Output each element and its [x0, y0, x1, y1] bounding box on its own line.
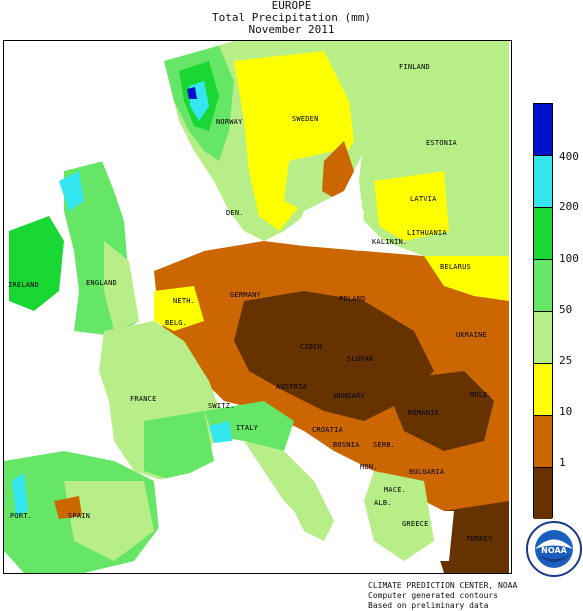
sea-mediterranean — [144, 461, 314, 573]
label-poland: POLAND — [339, 295, 366, 303]
label-norway: NORWAY — [216, 118, 243, 126]
color-legend — [533, 103, 553, 519]
legend-band-50 — [534, 260, 552, 312]
legend-band-10 — [534, 364, 552, 416]
sea-baltic — [294, 191, 364, 251]
region-belarus-yellow — [424, 256, 509, 301]
region-portugal-wet — [12, 473, 28, 516]
label-lithuania: LITHUANIA — [407, 229, 447, 237]
label-spain: SPAIN — [68, 512, 91, 520]
label-portugal: PORT. — [10, 512, 33, 520]
legend-label-100: 100 — [559, 252, 579, 265]
logo-text: NOAA — [541, 546, 567, 555]
legend-band-400 — [534, 104, 552, 156]
credit-center: CLIMATE PREDICTION CENTER, NOAA — [368, 581, 518, 590]
legend-band-1 — [534, 416, 552, 468]
label-bosnia: BOSNIA — [333, 441, 360, 449]
region-iberia-east — [64, 481, 154, 561]
region-britain-east — [104, 241, 139, 331]
label-macedonia: MACE. — [384, 486, 407, 494]
sea-north — [94, 101, 204, 271]
map-title: EUROPE Total Precipitation (mm) November… — [0, 0, 583, 36]
label-france: FRANCE — [130, 395, 157, 403]
label-denmark: DEN. — [226, 209, 244, 217]
label-moldova: MOLD. — [470, 391, 493, 399]
sea-aegean — [434, 511, 454, 561]
legend-band-0 — [534, 468, 552, 519]
region-central-dark — [234, 291, 434, 421]
label-hungary: HUNGARY — [334, 392, 365, 400]
label-serbia: SERB. — [373, 441, 396, 449]
region-balkans-dark — [384, 371, 494, 451]
region-ireland — [9, 216, 64, 311]
region-sweden-south — [284, 151, 334, 211]
label-latvia: LATVIA — [410, 195, 437, 203]
noaa-logo: NOAA — [525, 520, 583, 608]
credit-data-status: Based on preliminary data — [368, 601, 489, 610]
legend-label-400: 400 — [559, 150, 579, 163]
legend-band-200 — [534, 156, 552, 208]
label-belarus: BELARUS — [440, 263, 471, 271]
label-albania: ALB. — [374, 499, 392, 507]
legend-label-10: 10 — [559, 405, 573, 418]
title-period: November 2011 — [248, 23, 335, 36]
label-finland: FINLAND — [399, 63, 430, 71]
label-slovakia: SLOVAK — [347, 355, 374, 363]
label-italy: ITALY — [236, 424, 259, 432]
label-greece: GREECE — [402, 520, 429, 528]
region-finland — [364, 41, 509, 141]
region-sweden — [234, 51, 354, 231]
label-austria: AUSTRIA — [276, 383, 307, 391]
label-estonia: ESTONIA — [426, 139, 457, 147]
credit-block: CLIMATE PREDICTION CENTER, NOAA Computer… — [368, 581, 517, 611]
legend-label-50: 50 — [559, 303, 573, 316]
label-england: ENGLAND — [86, 279, 117, 287]
title-variable: Total Precipitation (mm) — [212, 11, 371, 24]
region-italy-wet — [209, 421, 232, 443]
label-sweden: SWEDEN — [292, 115, 319, 123]
label-germany: GERMANY — [230, 291, 261, 299]
legend-band-100 — [534, 208, 552, 260]
region-iberia-dry — [54, 496, 82, 519]
label-montenegro: MON. — [360, 463, 378, 471]
label-ukraine: UKRAINE — [456, 331, 487, 339]
legend-band-25 — [534, 312, 552, 364]
label-kaliningrad: KALININ. — [372, 238, 408, 246]
label-netherlands: NETH. — [173, 297, 196, 305]
sea-atlantic — [4, 321, 99, 451]
credit-method: Computer generated contours — [368, 591, 499, 600]
label-romania: ROMANIA — [408, 409, 439, 417]
legend-label-25: 25 — [559, 354, 573, 367]
title-region: EUROPE — [271, 0, 312, 12]
legend-label-1: 1 — [559, 456, 566, 469]
region-italy-north — [204, 401, 294, 451]
label-czech: CZECH — [300, 343, 323, 351]
legend-label-200: 200 — [559, 200, 579, 213]
region-france-south — [144, 411, 214, 481]
label-switzerland: SWITZ. — [208, 402, 235, 410]
region-italy — [244, 441, 334, 541]
precipitation-map: FINLAND NORWAY SWEDEN ESTONIA LATVIA LIT… — [3, 40, 512, 574]
label-turkey: TURKEY — [466, 535, 493, 543]
region-latvia-yellow — [374, 171, 449, 241]
region-benelux — [154, 286, 204, 331]
label-belgium: BELG. — [165, 319, 188, 327]
map-canvas — [4, 41, 509, 573]
label-croatia: CROATIA — [312, 426, 343, 434]
region-norway-extreme — [187, 87, 197, 99]
region-scotland-wet — [59, 171, 84, 211]
region-sweden-dry — [322, 141, 354, 201]
label-bulgaria: BULGARIA — [409, 468, 445, 476]
sea-adriatic — [294, 436, 349, 501]
region-greece — [364, 471, 434, 561]
label-ireland: IRELAND — [8, 281, 39, 289]
